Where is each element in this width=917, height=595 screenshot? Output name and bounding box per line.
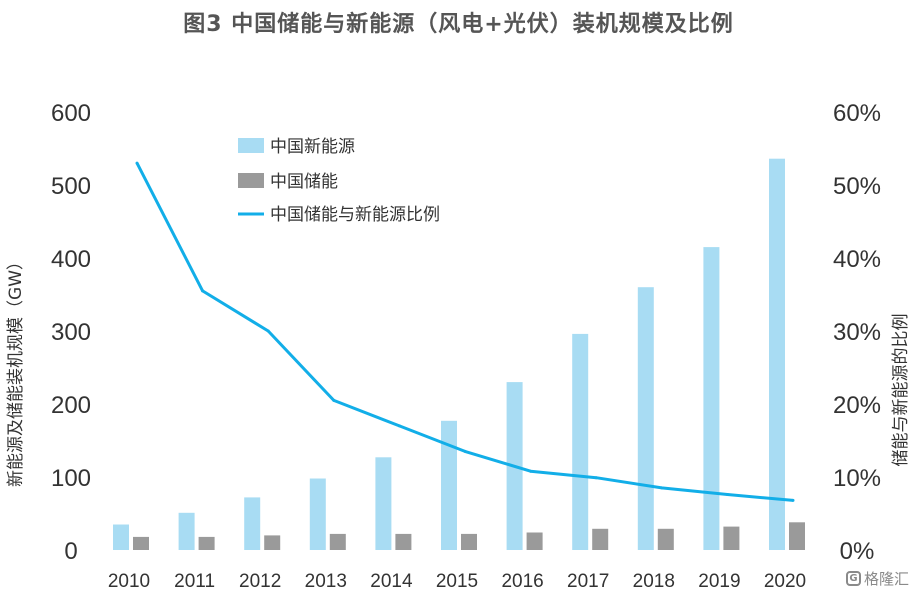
bar-new-energy-2012 (244, 497, 261, 550)
y-tick-label: 600 (51, 100, 91, 127)
bar-storage-2012 (264, 535, 281, 550)
legend-swatch-0 (238, 138, 264, 153)
watermark: G 格隆汇 (845, 568, 909, 589)
ratio-point-2014 (397, 424, 401, 428)
ratio-point-2019 (725, 493, 729, 496)
y-tick-label: 500 (51, 173, 91, 200)
watermark-logo-icon: G (845, 571, 861, 586)
x-tick-label: 2016 (501, 571, 543, 592)
axes-layer: 2010 2011 2012 2013 2014 2015 2016 2017 2018 2019… (6, 100, 911, 592)
x-tick-label: 2014 (370, 571, 413, 592)
bar-new-energy-2017 (572, 333, 589, 550)
x-tick-label: 2018 (633, 571, 675, 592)
bar-new-energy-2013 (309, 478, 326, 550)
y-tick-label: 0 (64, 538, 77, 565)
line-layer (135, 161, 795, 502)
ratio-point-2011 (201, 289, 205, 293)
bar-new-energy-2011 (178, 512, 195, 550)
bar-storage-2017 (592, 528, 609, 550)
bar-storage-2016 (526, 532, 543, 550)
x-tick-label: 2011 (174, 571, 215, 592)
y2-tick-label: 10% (833, 465, 881, 492)
bar-storage-2015 (461, 533, 477, 550)
bar-storage-2020 (789, 522, 805, 550)
y2-tick-label: 50% (833, 173, 881, 200)
y-tick-label: 200 (51, 392, 91, 419)
y2-tick-label: 20% (833, 392, 881, 419)
y2-tick-label: 40% (833, 246, 881, 273)
y2-axis-title: 储能与新能源的比例 (891, 314, 911, 467)
bar-new-energy-2014 (375, 457, 392, 550)
y-tick-label: 400 (51, 246, 91, 273)
bar-new-energy-2018 (637, 287, 654, 550)
x-tick-label: 2017 (567, 571, 609, 592)
ratio-point-2010 (135, 161, 139, 165)
bar-new-energy-2019 (703, 247, 720, 550)
legend-swatch-1 (238, 173, 264, 188)
y-tick-label: 100 (51, 465, 91, 492)
x-tick-label: 2012 (239, 571, 281, 592)
ratio-point-2018 (660, 486, 664, 490)
y-tick-label: 300 (51, 319, 91, 346)
legend-label-1: 中国储能 (270, 172, 338, 192)
x-tick-label: 2015 (436, 571, 478, 592)
y2-tick-label: 60% (833, 100, 881, 127)
ratio-point-2013 (332, 398, 336, 402)
bar-storage-2014 (395, 533, 412, 550)
y2-tick-label: 0% (840, 538, 875, 565)
bar-storage-2011 (198, 536, 215, 550)
x-tick-label: 2013 (305, 571, 347, 592)
bar-storage-2019 (723, 526, 740, 550)
bars-layer (113, 158, 805, 550)
watermark-text: 格隆汇 (863, 570, 909, 588)
ratio-point-2020 (791, 498, 795, 502)
bar-new-energy-2015 (441, 420, 457, 550)
x-tick-label: 2010 (108, 571, 150, 592)
chart-title: 图3 中国储能与新能源（风电+光伏）装机规模及比例 (183, 12, 734, 37)
y-axis-title: 新能源及储能装机规模（GW） (6, 253, 26, 487)
x-tick-label: 2020 (764, 571, 806, 592)
ratio-point-2015 (463, 449, 467, 453)
legend-label-2: 中国储能与新能源比例 (270, 205, 440, 225)
ratio-point-2016 (529, 469, 533, 473)
legend-label-0: 中国新能源 (270, 137, 355, 157)
ratio-point-2017 (594, 476, 598, 480)
bar-storage-2013 (329, 533, 346, 550)
bar-storage-2010 (133, 536, 149, 550)
ratio-line (135, 162, 794, 502)
ratio-point-2012 (266, 329, 270, 333)
bar-new-energy-2010 (113, 524, 129, 550)
x-tick-label: 2019 (698, 571, 740, 592)
bar-storage-2018 (657, 528, 674, 550)
bar-new-energy-2020 (769, 158, 785, 550)
y2-tick-label: 30% (833, 319, 881, 346)
